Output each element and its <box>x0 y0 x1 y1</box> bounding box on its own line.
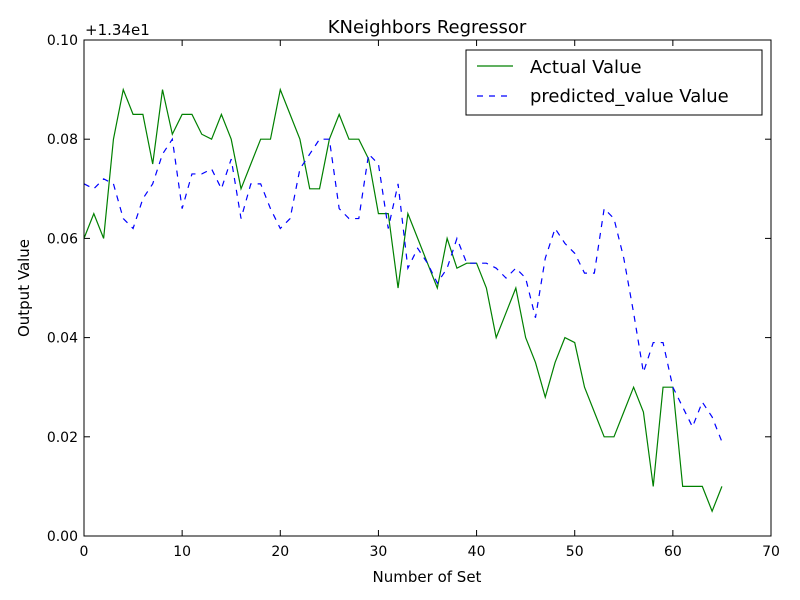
x-axis-label: Number of Set <box>373 568 482 586</box>
x-tick-label: 70 <box>762 544 780 560</box>
y-tick-label: 0.08 <box>47 132 78 148</box>
legend-label-actual: Actual Value <box>530 57 642 78</box>
y-tick-label: 0.00 <box>47 529 78 545</box>
x-tick-label: 50 <box>566 544 584 560</box>
chart-title: KNeighbors Regressor <box>328 17 527 38</box>
x-tick-label: 10 <box>173 544 191 560</box>
x-tick-label: 30 <box>370 544 388 560</box>
x-axis-ticks: 0 10 20 30 40 50 60 70 <box>80 40 780 560</box>
x-tick-label: 0 <box>80 544 89 560</box>
y-tick-label: 0.10 <box>47 33 78 49</box>
series-layer <box>83 87 723 513</box>
y-tick-label: 0.04 <box>47 331 78 347</box>
y-tick-label: 0.02 <box>47 430 78 446</box>
y-axis-label: Output Value <box>15 239 33 337</box>
series-line-actual <box>83 87 723 513</box>
legend: Actual Value predicted_value Value <box>465 49 763 116</box>
y-tick-label: 0.06 <box>47 231 78 247</box>
x-tick-label: 60 <box>664 544 682 560</box>
plot-frame <box>83 39 772 537</box>
legend-box <box>465 49 763 116</box>
series-line-predicted <box>83 137 723 442</box>
x-tick-label: 20 <box>271 544 289 560</box>
y-axis-offset-label: +1.34e1 <box>85 21 150 39</box>
x-tick-label: 40 <box>468 544 486 560</box>
y-axis-ticks: 0.00 0.02 0.04 0.06 0.08 0.10 <box>47 33 771 545</box>
legend-label-predicted: predicted_value Value <box>530 86 729 107</box>
